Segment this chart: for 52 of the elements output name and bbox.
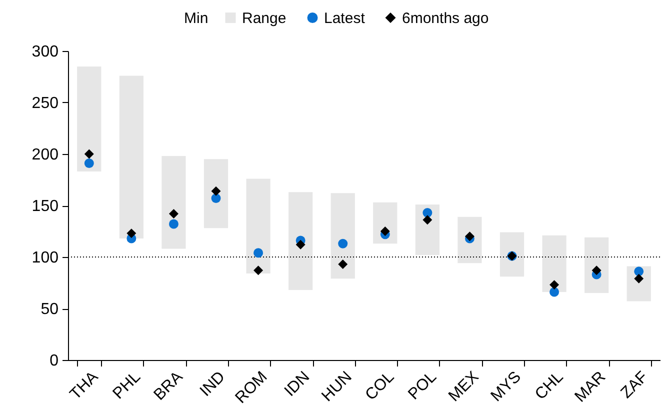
bar [373, 202, 398, 244]
point [211, 186, 221, 196]
text: Min [184, 10, 208, 27]
legend-label: Latest [324, 10, 366, 27]
x-tick-label: POL [405, 368, 440, 404]
point [634, 266, 644, 276]
bar [288, 192, 313, 290]
y-tick-label: 100 [32, 250, 59, 266]
bar [500, 232, 524, 277]
point [211, 194, 221, 204]
point [592, 266, 602, 276]
point [422, 215, 432, 225]
y-tick-label: 300 [32, 44, 59, 60]
y-tick-label: 0 [50, 352, 59, 370]
x-tick-label: CHL [532, 368, 567, 404]
legend-label: Range [242, 10, 286, 27]
point [422, 208, 432, 218]
bar [204, 159, 228, 228]
x-tick-label: COL [362, 368, 398, 404]
x-tick-label: IDN [282, 368, 314, 400]
point [84, 158, 94, 168]
x-tick-label: IND [197, 368, 229, 400]
point [296, 240, 306, 250]
point [338, 259, 348, 269]
point [550, 280, 560, 290]
point [84, 149, 94, 159]
point [168, 208, 178, 218]
point [550, 287, 560, 297]
bar [330, 193, 355, 279]
y-tick-label: 200 [32, 146, 59, 164]
y-tick-label: 250 [32, 95, 59, 112]
bar [458, 216, 482, 264]
point [634, 274, 644, 284]
bar [542, 235, 566, 292]
point [380, 226, 390, 236]
point [254, 248, 264, 258]
bar [415, 204, 440, 255]
x-tick-label: THA [67, 368, 102, 404]
bar [246, 178, 270, 274]
point [338, 238, 348, 248]
x-tick-label: BRA [150, 368, 186, 404]
y-tick-label: 50 [40, 301, 59, 318]
point [168, 219, 178, 229]
bar [584, 237, 609, 294]
point [126, 228, 136, 238]
y-tick-label: 150 [32, 198, 59, 215]
bar [162, 156, 186, 249]
bar [77, 66, 102, 172]
bar [119, 76, 144, 238]
point [254, 266, 264, 276]
legend-label: 6months ago [402, 10, 489, 27]
x-tick-label: PHL [110, 368, 144, 403]
